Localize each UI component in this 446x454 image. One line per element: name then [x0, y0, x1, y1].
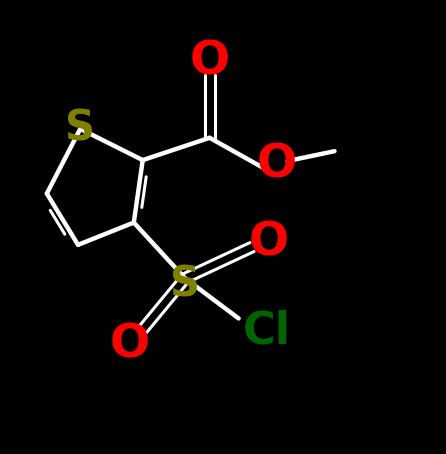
Text: O: O	[249, 220, 289, 265]
Text: O: O	[256, 142, 297, 187]
Text: S: S	[170, 264, 200, 306]
Text: O: O	[109, 323, 149, 368]
Text: S: S	[65, 108, 95, 150]
Text: Cl: Cl	[242, 310, 290, 352]
Text: O: O	[190, 39, 230, 84]
